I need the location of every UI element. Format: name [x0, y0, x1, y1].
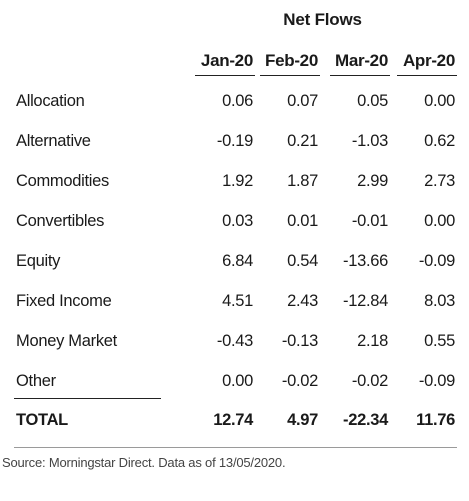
table-cell: 0.21 — [287, 132, 318, 150]
table-cell: 0.62 — [424, 132, 455, 150]
table-cell: 1.87 — [287, 172, 318, 190]
table-cell: 0.05 — [357, 92, 388, 110]
row-label: Equity — [16, 252, 61, 270]
row-label: Money Market — [16, 332, 117, 350]
table-cell: 0.07 — [287, 92, 318, 110]
column-header: Jan-20 — [200, 51, 253, 70]
table-cell: 2.18 — [357, 332, 388, 350]
table-cell: 4.51 — [222, 292, 253, 310]
row-label: Allocation — [16, 92, 85, 110]
column-header-rule — [330, 75, 390, 76]
table-cell: 0.06 — [222, 92, 253, 110]
column-header: Mar-20 — [334, 51, 388, 70]
table-cell: -0.02 — [281, 372, 318, 390]
column-header-rule — [260, 75, 320, 76]
table-cell: -0.09 — [418, 252, 455, 270]
row-label: Alternative — [16, 132, 91, 150]
table-cell: 8.03 — [424, 292, 455, 310]
table-cell: -13.66 — [343, 252, 388, 270]
table-cell: 6.84 — [222, 252, 253, 270]
source-divider — [14, 447, 457, 448]
table-cell: 2.73 — [424, 172, 455, 190]
row-label: Convertibles — [16, 212, 105, 230]
source-note: Source: Morningstar Direct. Data as of 1… — [2, 455, 286, 470]
total-value: 4.97 — [287, 411, 318, 429]
total-label: TOTAL — [16, 411, 68, 429]
row-label: Commodities — [16, 172, 109, 190]
table-title: Net Flows — [283, 10, 362, 29]
table-cell: 0.00 — [222, 372, 253, 390]
column-header: Feb-20 — [265, 51, 318, 70]
total-value: 12.74 — [213, 411, 253, 429]
table-cell: 0.03 — [222, 212, 253, 230]
table-cell: 0.00 — [424, 92, 455, 110]
total-value: 11.76 — [416, 411, 455, 429]
table-cell: -0.43 — [216, 332, 253, 350]
table-cell: 0.54 — [287, 252, 318, 270]
table-cell: -0.19 — [216, 132, 253, 150]
row-label: Other — [16, 372, 56, 390]
column-header-rule — [195, 75, 255, 76]
table-cell: -12.84 — [343, 292, 388, 310]
table-cell: -0.01 — [351, 212, 388, 230]
column-header-rule — [397, 75, 457, 76]
table-cell: 0.55 — [424, 332, 455, 350]
row-label: Fixed Income — [16, 292, 112, 310]
table-cell: 2.99 — [357, 172, 388, 190]
table-cell: 2.43 — [287, 292, 318, 310]
table-cell: -0.09 — [418, 372, 455, 390]
table-cell: 1.92 — [222, 172, 253, 190]
table-cell: 0.01 — [287, 212, 318, 230]
column-header: Apr-20 — [402, 51, 455, 70]
table-cell: -0.02 — [351, 372, 388, 390]
total-divider — [14, 398, 161, 399]
total-value: -22.34 — [343, 411, 388, 429]
table-cell: -1.03 — [351, 132, 388, 150]
table-cell: 0.00 — [424, 212, 455, 230]
table-cell: -0.13 — [281, 332, 318, 350]
